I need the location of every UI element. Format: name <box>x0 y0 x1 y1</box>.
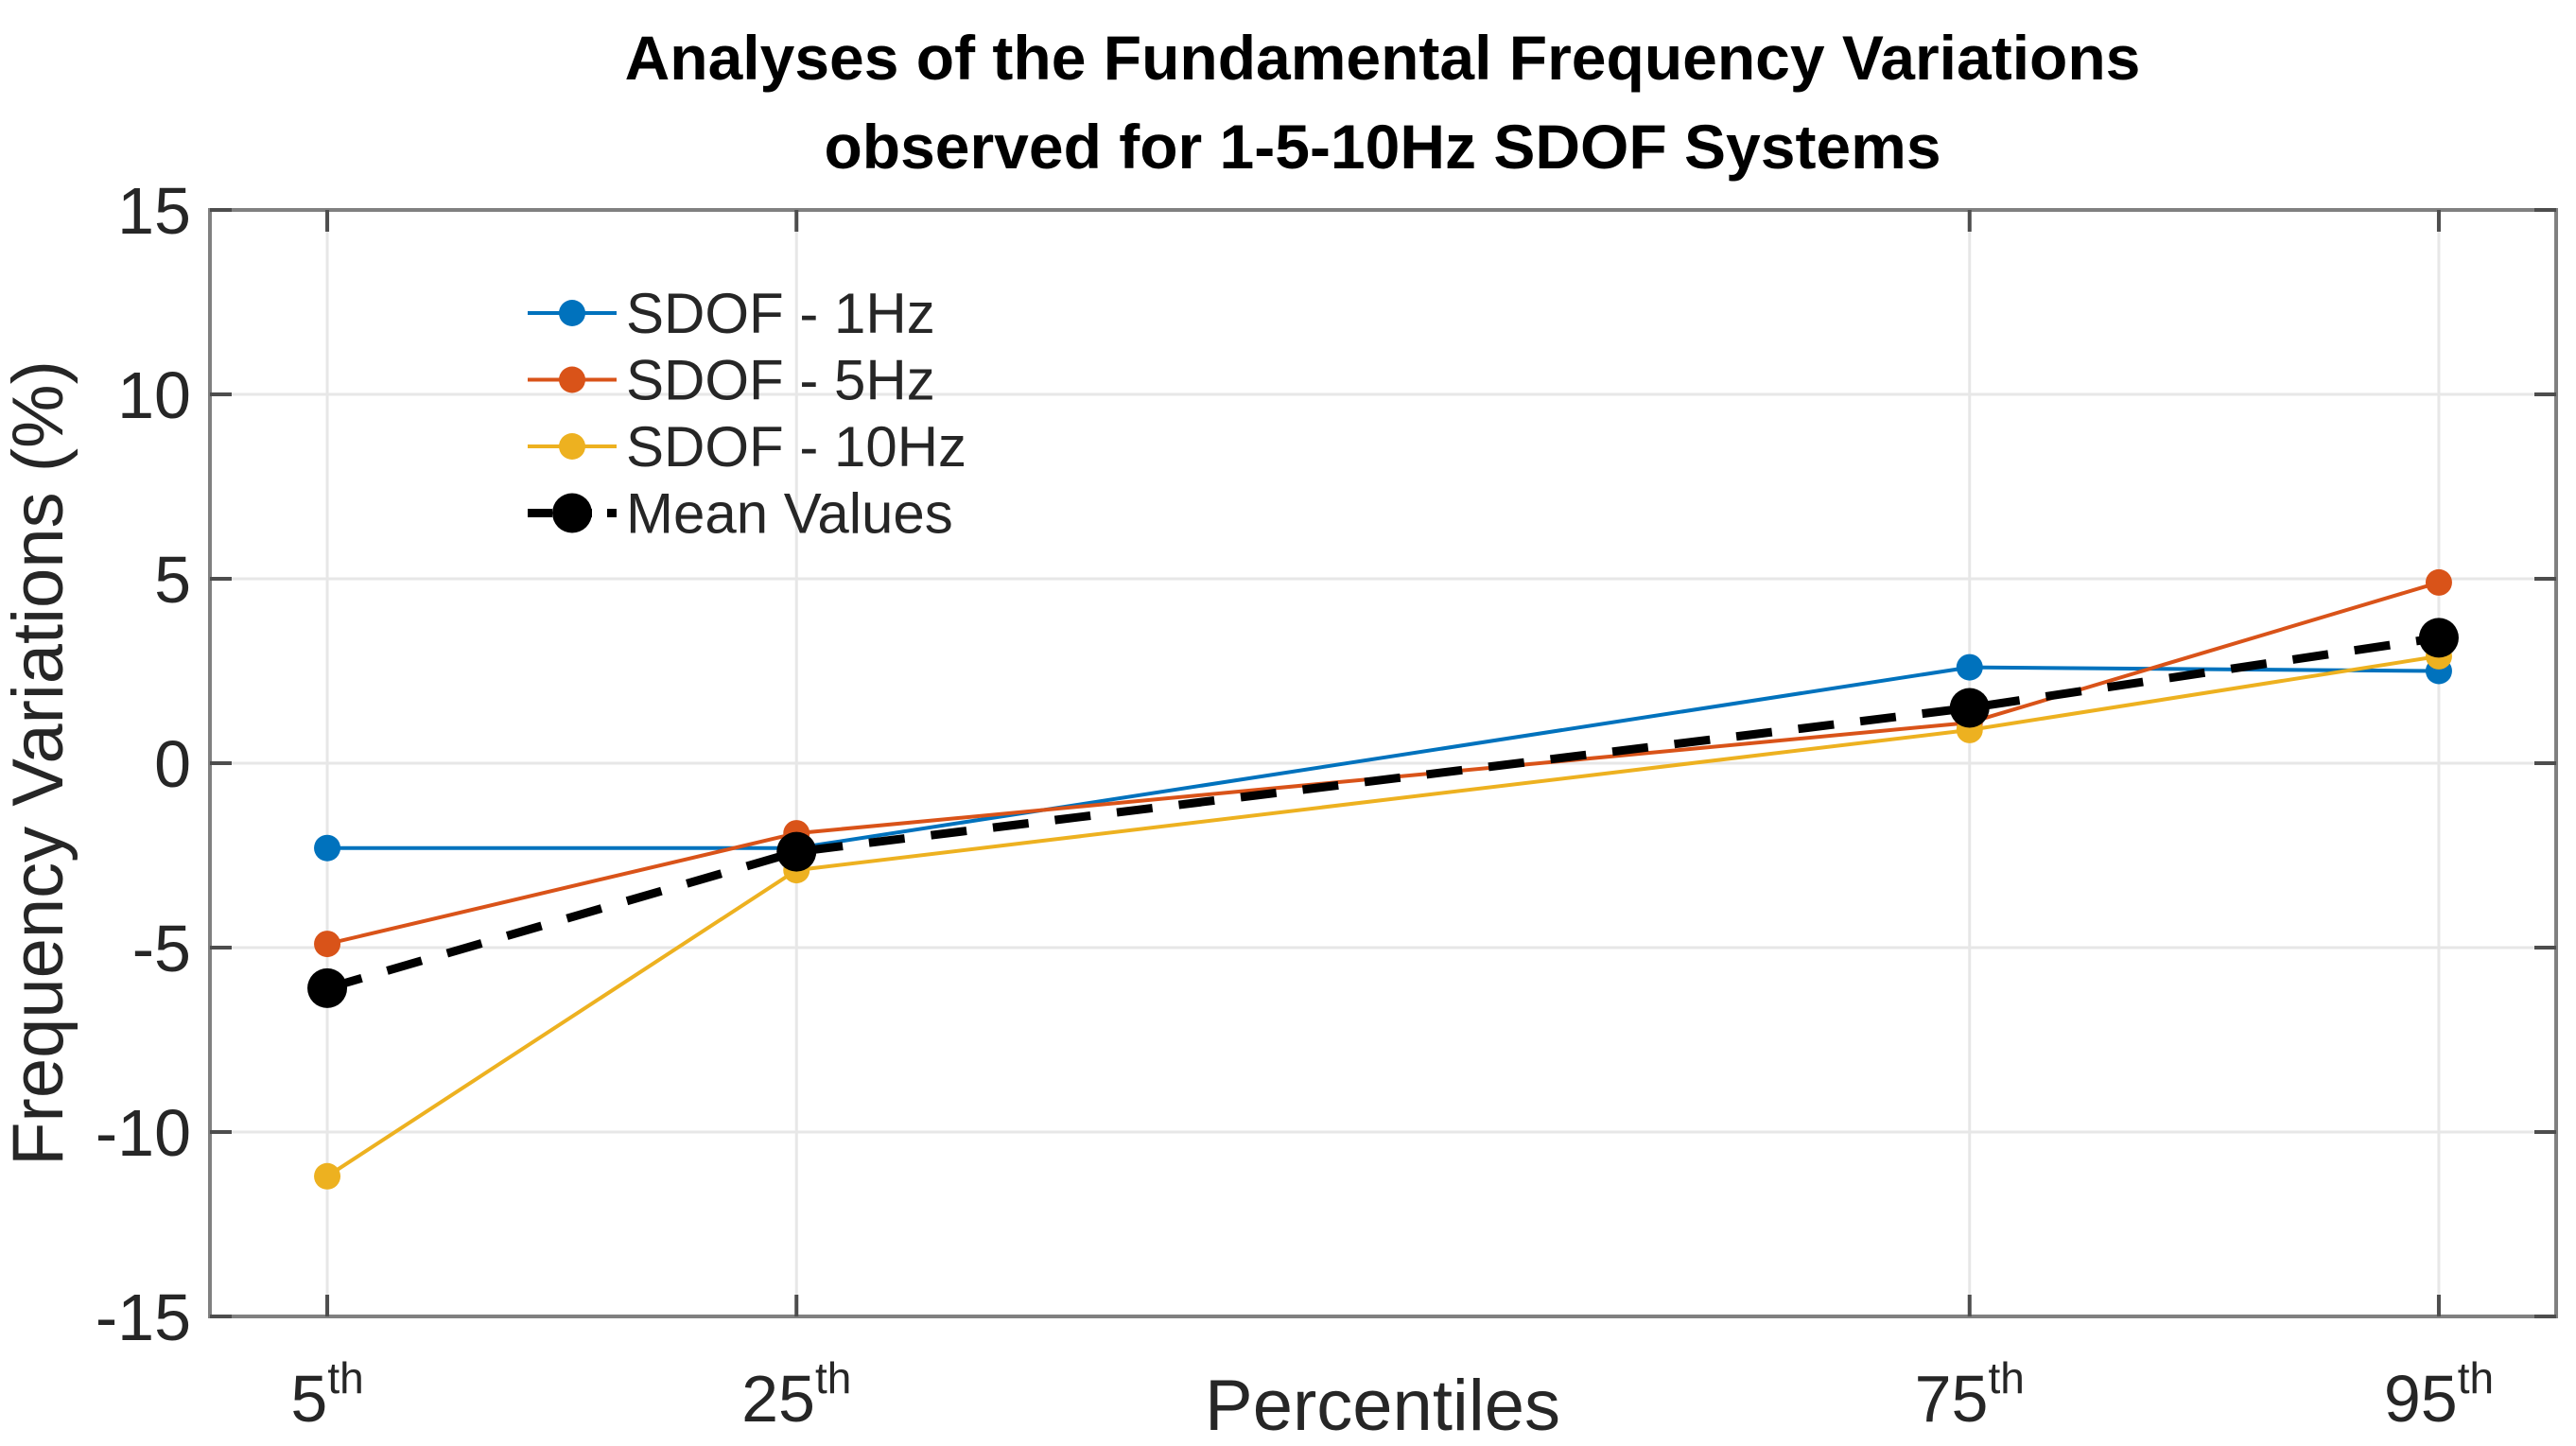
y-tick-label-10: 10 <box>117 358 191 432</box>
chart-title-line-1: Analyses of the Fundamental Frequency Va… <box>625 23 2141 93</box>
marker-sdof-5hz-95th <box>2425 568 2452 596</box>
marker-sdof-5hz-5th <box>314 931 341 958</box>
legend-marker-sdof-10hz <box>559 433 585 460</box>
x-axis-label: Percentiles <box>1205 1366 1560 1446</box>
x-tick-labels: 5th 25th 75th 95th <box>290 1353 2494 1436</box>
y-tick-labels: 15 10 5 0 -5 -10 -15 <box>96 174 191 1354</box>
x-tick-label-95th: 95th <box>2384 1353 2494 1436</box>
tick-marks-layer <box>210 208 2556 1318</box>
legend-item-sdof-10hz: SDOF - 10Hz <box>528 415 966 479</box>
y-tick-label--10: -10 <box>96 1096 191 1170</box>
legend-item-sdof-1hz: SDOF - 1Hz <box>528 282 935 345</box>
series-line-mean-values <box>325 633 2440 993</box>
marker-mean-values-25th <box>776 831 817 872</box>
legend-marker-sdof-5hz <box>559 366 585 393</box>
y-tick-label--15: -15 <box>96 1280 191 1354</box>
x-tick-label-5th: 5th <box>290 1353 363 1436</box>
marker-sdof-1hz-75th <box>1956 653 1983 681</box>
series-line-sdof-10hz <box>325 653 2440 1178</box>
marker-mean-values-75th <box>1949 688 1990 728</box>
y-tick-label-5: 5 <box>154 543 191 617</box>
legend-marker-mean-values <box>552 493 592 533</box>
marker-mean-values-5th <box>307 967 348 1008</box>
y-tick-label--5: -5 <box>132 912 191 985</box>
x-tick-label-75th: 75th <box>1915 1353 2025 1436</box>
series-layer <box>307 568 2459 1190</box>
legend-marker-sdof-1hz <box>559 300 585 326</box>
legend-label-mean-values: Mean Values <box>626 482 953 546</box>
chart-title-line-2: observed for 1-5-10Hz SDOF Systems <box>824 112 1941 182</box>
marker-sdof-1hz-5th <box>314 834 341 862</box>
legend-label-sdof-10hz: SDOF - 10Hz <box>626 415 966 479</box>
series-line-sdof-1hz <box>327 665 2439 850</box>
y-axis-label: Frequency Variations (%) <box>0 360 78 1166</box>
marker-sdof-10hz-5th <box>314 1162 341 1190</box>
x-tick-label-25th: 25th <box>741 1353 851 1436</box>
legend-item-mean-values: Mean Values <box>528 482 953 546</box>
y-tick-label-15: 15 <box>117 174 191 248</box>
y-tick-label-0: 0 <box>154 727 191 801</box>
marker-mean-values-95th <box>2418 618 2459 658</box>
legend-label-sdof-1hz: SDOF - 1Hz <box>626 282 935 345</box>
legend-item-sdof-5hz: SDOF - 5Hz <box>528 349 935 412</box>
legend-label-sdof-5hz: SDOF - 5Hz <box>626 349 935 412</box>
